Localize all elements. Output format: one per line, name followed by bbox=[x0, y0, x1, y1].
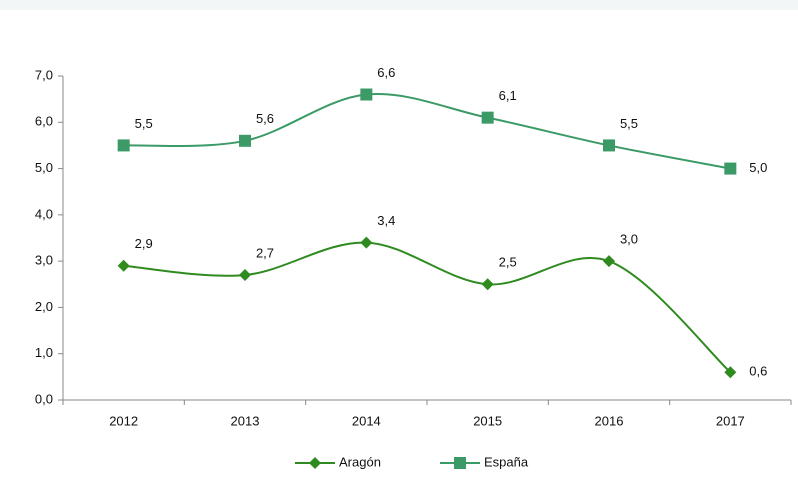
y-tick-label: 1,0 bbox=[35, 345, 53, 360]
legend-marker bbox=[309, 457, 321, 469]
data-label: 6,6 bbox=[377, 65, 395, 80]
data-label: 6,1 bbox=[499, 88, 517, 103]
y-tick-label: 6,0 bbox=[35, 114, 53, 129]
x-tick-label: 2014 bbox=[352, 413, 381, 428]
data-point bbox=[481, 278, 494, 291]
legend-label: España bbox=[484, 454, 529, 469]
y-tick-label: 5,0 bbox=[35, 160, 53, 175]
y-tick-label: 3,0 bbox=[35, 253, 53, 268]
data-point bbox=[724, 366, 737, 379]
data-point bbox=[481, 111, 494, 124]
data-point bbox=[360, 88, 373, 101]
data-label: 5,5 bbox=[620, 116, 638, 131]
top-band bbox=[0, 0, 798, 10]
data-label: 5,5 bbox=[135, 116, 153, 131]
data-point bbox=[360, 236, 373, 249]
x-tick-label: 2016 bbox=[595, 413, 624, 428]
x-tick-label: 2015 bbox=[473, 413, 502, 428]
data-point bbox=[603, 139, 615, 152]
data-label: 5,0 bbox=[749, 160, 767, 175]
data-point bbox=[117, 259, 130, 272]
data-point bbox=[117, 139, 130, 152]
series-line bbox=[123, 241, 732, 373]
data-label: 2,5 bbox=[499, 255, 517, 270]
data-label: 5,6 bbox=[256, 111, 274, 126]
data-label: 3,4 bbox=[377, 213, 395, 228]
x-tick-label: 2017 bbox=[716, 413, 745, 428]
y-tick-label: 0,0 bbox=[35, 391, 53, 406]
y-tick-label: 4,0 bbox=[35, 206, 53, 221]
data-label: 0,6 bbox=[749, 364, 767, 379]
data-point bbox=[724, 162, 737, 175]
data-label: 3,0 bbox=[620, 232, 638, 247]
y-tick-label: 7,0 bbox=[35, 67, 53, 82]
legend-marker bbox=[454, 457, 466, 469]
y-tick-label: 2,0 bbox=[35, 299, 53, 314]
series-line bbox=[123, 92, 731, 170]
x-tick-label: 2013 bbox=[231, 413, 260, 428]
data-label: 2,7 bbox=[256, 245, 274, 260]
legend-label: Aragón bbox=[339, 454, 381, 469]
data-point bbox=[239, 269, 251, 282]
data-point bbox=[239, 134, 251, 147]
data-point bbox=[603, 255, 615, 268]
data-label: 2,9 bbox=[135, 236, 153, 251]
x-tick-label: 2012 bbox=[109, 413, 138, 428]
